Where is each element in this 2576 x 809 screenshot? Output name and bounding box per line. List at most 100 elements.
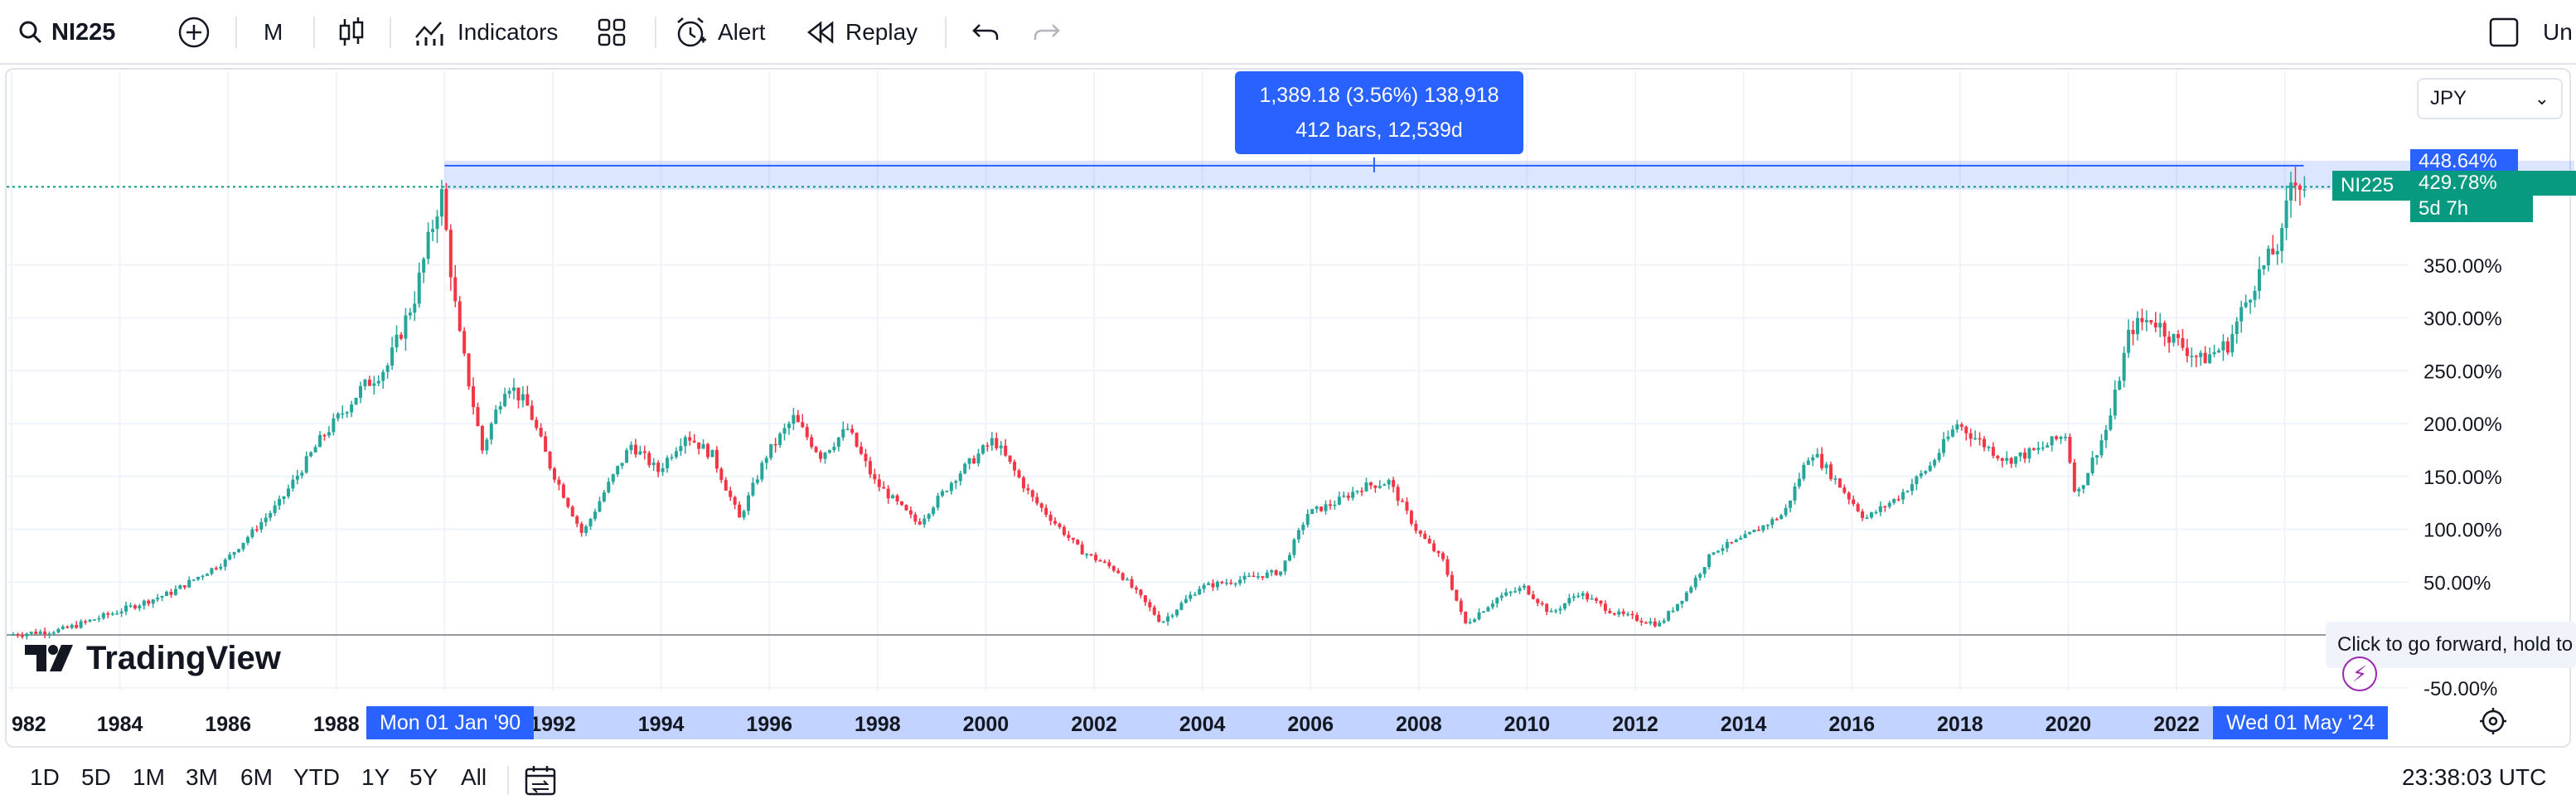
candle-body (2063, 437, 2067, 438)
candle-body (1649, 621, 1653, 624)
candle-body (570, 506, 574, 516)
candle-body (1644, 622, 1648, 624)
candle-body (1287, 555, 1291, 561)
undo-button[interactable] (971, 0, 1000, 65)
compare-button[interactable] (177, 0, 211, 65)
indicators-button[interactable]: Indicators (413, 0, 558, 65)
candle-body (1409, 511, 1413, 524)
range-1d-button[interactable]: 1D (30, 764, 60, 790)
symbol-name[interactable]: NI225 (51, 18, 116, 46)
range-3m-button[interactable]: 3M (186, 764, 218, 790)
candle-body (1184, 598, 1188, 603)
replay-button[interactable]: Replay (806, 0, 918, 65)
candle-body (254, 529, 259, 531)
candle-body (2149, 320, 2153, 323)
fullscreen-button[interactable] (2488, 0, 2520, 65)
date-range-icon[interactable] (524, 764, 557, 797)
lightning-icon[interactable]: ⚡ (2342, 656, 2377, 691)
candle-body (751, 482, 755, 496)
redo-button[interactable] (1033, 0, 1061, 65)
x-axis-label: 2002 (1071, 713, 1117, 736)
candle-body (404, 315, 408, 339)
candle-body (1315, 506, 1319, 510)
candle-body (782, 428, 787, 434)
candle-body (1554, 610, 1558, 612)
chart-type-button[interactable] (337, 0, 366, 65)
candle-body (1170, 615, 1174, 617)
candle-body (1892, 498, 1896, 503)
range-ytd-button[interactable]: YTD (293, 764, 340, 790)
candle-body (1689, 587, 1693, 593)
candle-body (196, 576, 201, 580)
range-1y-button[interactable]: 1Y (361, 764, 390, 790)
alert-button[interactable]: Alert (673, 0, 766, 65)
candle-body (214, 568, 218, 569)
candle-body (1368, 482, 1373, 486)
grid-icon (598, 18, 626, 46)
x-axis-label: 1996 (746, 713, 792, 736)
candle-body (300, 472, 304, 476)
range-1m-button[interactable]: 1M (133, 764, 165, 790)
candle-body (1797, 478, 1801, 487)
candle-body (1139, 589, 1143, 596)
candle-body (2140, 317, 2144, 322)
unnamed-layout-button[interactable]: Un (2543, 0, 2573, 65)
candle-body (2172, 334, 2176, 343)
current-pct-label: 429.78% (2419, 172, 2497, 194)
price-chart[interactable]: 350.00% 300.00% 250.00% 200.00% 150.00% 100.0… (0, 0, 2576, 751)
range-5y-button[interactable]: 5Y (409, 764, 438, 790)
candle-body (742, 511, 746, 518)
candle-body (598, 501, 602, 512)
candle-body (2109, 415, 2113, 430)
candle-body (801, 422, 805, 428)
candle-body (697, 442, 701, 449)
candle-body (2225, 341, 2230, 353)
toolbar-divider (313, 17, 315, 48)
candle-body (1382, 484, 1387, 487)
candle-body (1076, 540, 1080, 545)
candle-body (332, 418, 336, 433)
candle-body (489, 424, 493, 440)
candle-body (976, 453, 981, 464)
range-5d-button[interactable]: 5D (81, 764, 111, 790)
candle-body (1229, 582, 1233, 584)
interval-button[interactable]: M (264, 0, 283, 65)
candle-body (1702, 567, 1707, 574)
currency-value: JPY (2430, 87, 2467, 109)
candle-body (2289, 182, 2293, 201)
candle-body (575, 516, 579, 524)
candle-body (1211, 583, 1215, 588)
currency-select[interactable]: JPY ⌄ (2417, 78, 2563, 119)
candle-body (1296, 530, 1300, 540)
candle-body (395, 334, 399, 348)
candle-body (1499, 595, 1503, 598)
candle-body (151, 599, 155, 604)
tradingview-logo[interactable]: TradingView (25, 637, 281, 680)
settings-icon[interactable] (2478, 706, 2508, 736)
candle-body (1983, 438, 1987, 448)
candle-body (1878, 506, 1882, 512)
symbol-search[interactable]: NI225 (18, 0, 115, 65)
range-all-button[interactable]: All (461, 764, 487, 790)
candles-icon (339, 17, 364, 46)
candle-body (656, 463, 661, 472)
x-axis-label: 2016 (1828, 713, 1875, 736)
candle-body (1157, 614, 1161, 622)
candle-body (2099, 440, 2104, 456)
range-6m-button[interactable]: 6M (240, 764, 273, 790)
measure-change-text: 1,389.18 (3.56%) 138,918 (1259, 84, 1499, 107)
candle-body (2095, 455, 2099, 458)
candle-body (2131, 329, 2135, 335)
candle-body (241, 542, 245, 550)
candle-body (588, 519, 593, 527)
candle-body (47, 633, 51, 635)
layout-templates-button[interactable] (597, 0, 627, 65)
candle-body (2153, 322, 2157, 328)
chart-pane[interactable] (5, 68, 2571, 748)
candle-body (525, 394, 530, 406)
candle-body (530, 405, 534, 420)
candle-body (232, 552, 236, 555)
tv-logo-text: TradingView (86, 639, 281, 676)
candle-body (1062, 526, 1066, 535)
candle-body (2009, 458, 2013, 464)
